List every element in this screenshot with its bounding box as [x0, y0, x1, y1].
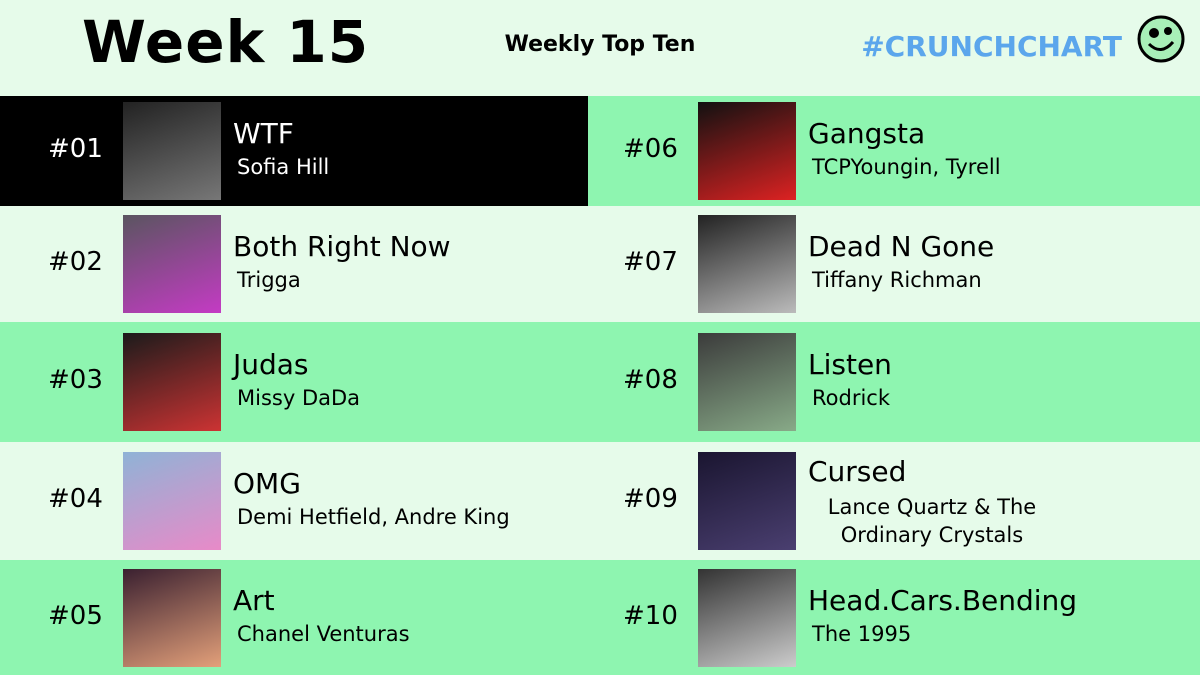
song-title: Judas — [233, 348, 309, 381]
album-cover — [123, 452, 221, 550]
song-title: Listen — [808, 348, 892, 381]
rank: #01 — [48, 134, 103, 164]
rank: #05 — [48, 600, 103, 631]
album-cover — [698, 568, 796, 667]
artist: Chanel Venturas — [237, 621, 410, 646]
hashtag: #CRUNCHCHART — [861, 30, 1122, 63]
album-cover — [698, 102, 796, 200]
song-title: Gangsta — [808, 117, 926, 150]
song-title: WTF — [233, 117, 294, 150]
artist: Rodrick — [812, 386, 891, 410]
album-cover — [123, 568, 221, 667]
chart-entry: #08 Listen Rodrick — [588, 322, 1200, 442]
artist: TCPYoungin, Tyrell — [812, 155, 1001, 179]
rank: #09 — [623, 484, 678, 514]
artist: The 1995 — [812, 621, 912, 646]
rank: #02 — [48, 247, 103, 277]
song-title: Art — [233, 583, 275, 617]
chart-entry: #05 Art Chanel Venturas — [0, 560, 588, 675]
logo — [1137, 15, 1185, 63]
artist: Tiffany Richman — [812, 268, 982, 292]
song-title: Cursed — [808, 455, 907, 488]
chart-entry: #09 Cursed Lance Quartz & The Ordinary Cry… — [588, 442, 1200, 560]
album-cover — [698, 215, 796, 313]
rank: #10 — [623, 600, 678, 631]
album-cover — [123, 333, 221, 431]
chart-entry: #02 Both Right Now Trigga — [0, 206, 588, 322]
chart-entry: #03 Judas Missy DaDa — [0, 322, 588, 442]
rank: #08 — [623, 365, 678, 395]
rank: #07 — [623, 247, 678, 277]
album-cover — [698, 452, 796, 550]
chart-entry: #04 OMG Demi Hetfield, Andre King — [0, 442, 588, 560]
chart-entry: #01 WTF Sofia Hill — [0, 96, 588, 206]
artist: Demi Hetfield, Andre King — [237, 505, 510, 529]
rank: #04 — [48, 484, 103, 514]
chart-entry: #06 Gangsta TCPYoungin, Tyrell — [588, 96, 1200, 206]
song-title: Dead N Gone — [808, 230, 995, 263]
album-cover — [123, 215, 221, 313]
song-title: OMG — [233, 467, 301, 500]
rank: #03 — [48, 365, 103, 395]
song-title: Head.Cars.Bending — [808, 583, 1078, 617]
album-cover — [698, 333, 796, 431]
artist: Missy DaDa — [237, 386, 361, 410]
chart-entry: #07 Dead N Gone Tiffany Richman — [588, 206, 1200, 322]
chart-entry: #10 Head.Cars.Bending The 1995 — [588, 560, 1200, 675]
artist: Sofia Hill — [237, 155, 330, 179]
rank: #06 — [623, 134, 678, 164]
artist: Trigga — [237, 268, 301, 292]
song-title: Both Right Now — [233, 230, 451, 263]
week-title: Week 15 — [82, 8, 370, 76]
artist: Lance Quartz & The Ordinary Crystals — [827, 495, 1037, 547]
header: Week 15 Weekly Top Ten #CRUNCHCHART — [0, 0, 1200, 96]
album-cover — [123, 102, 221, 200]
subtitle: Weekly Top Ten — [504, 32, 696, 57]
